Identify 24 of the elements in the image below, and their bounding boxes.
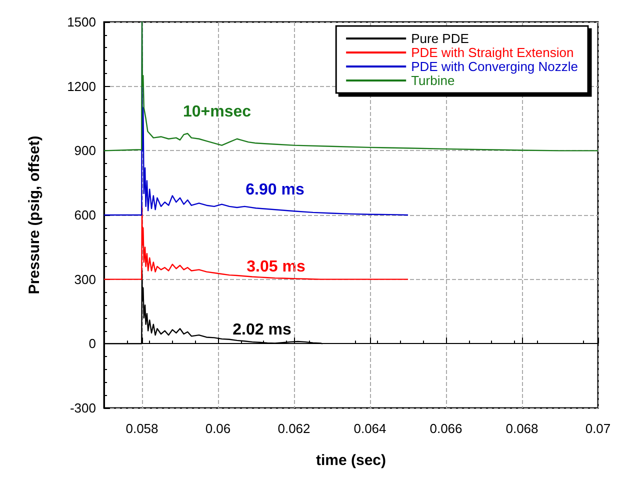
- y-tick-label: 600: [74, 208, 96, 222]
- annotation: 10+msec: [182, 104, 252, 120]
- legend-label: PDE with Converging Nozzle: [411, 59, 578, 74]
- x-tick-label: 0.064: [354, 421, 386, 436]
- x-tick-label: 0.066: [430, 421, 462, 436]
- x-axis-title: time (sec): [316, 452, 386, 469]
- x-tick-label: 0.068: [506, 421, 538, 436]
- y-tick-label: 1200: [67, 78, 96, 94]
- x-tick-label: 0.062: [278, 421, 310, 436]
- legend-label: PDE with Straight Extension: [411, 45, 574, 60]
- legend-label: Pure PDE: [411, 31, 470, 46]
- annotation: 2.02 ms: [232, 322, 292, 338]
- legend-label: Turbine: [411, 73, 455, 88]
- y-tick-label: 1500: [67, 14, 96, 30]
- x-tick-label: 0.07: [585, 421, 611, 436]
- y-tick-label: 0: [88, 336, 96, 352]
- y-tick-label: -300: [70, 400, 96, 416]
- x-tick-label: 0.06: [205, 421, 231, 436]
- y-tick-label: 900: [74, 143, 96, 158]
- line-series: [103, 206, 409, 280]
- y-tick-label: 300: [74, 272, 96, 287]
- y-axis-title: Pressure (psig, offset): [26, 136, 43, 294]
- annotation: 6.90 ms: [246, 182, 304, 198]
- x-tick-label: 0.058: [126, 421, 158, 436]
